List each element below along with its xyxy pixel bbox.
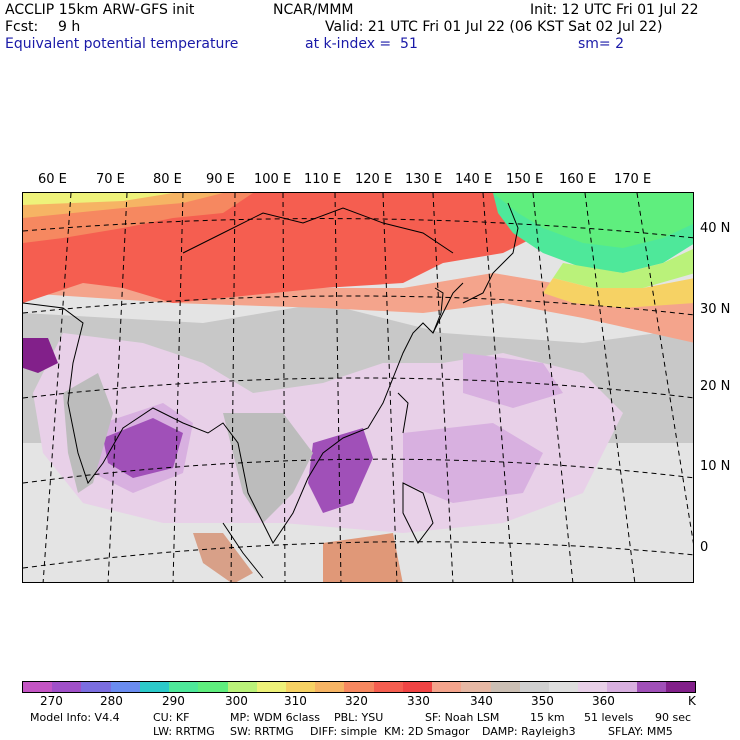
colorbar-swatch [490, 682, 520, 692]
surface-layer: SFLAY: MM5 [608, 725, 673, 738]
lat-label: 10 N [700, 459, 731, 474]
center-label: NCAR/MMM [273, 2, 354, 18]
colorbar-swatch [198, 682, 228, 692]
model-title: ACCLIP 15km ARW-GFS init [5, 2, 195, 18]
colorbar-swatch [432, 682, 462, 692]
lon-label: 70 E [96, 172, 125, 187]
colorbar-swatch [256, 682, 286, 692]
colorbar-swatch [315, 682, 345, 692]
lon-label: 60 E [38, 172, 67, 187]
cumulus-scheme: CU: KF [153, 711, 190, 724]
colorbar-tick: 290 [162, 694, 185, 708]
microphysics: MP: WDM 6class [230, 711, 320, 724]
damping: DAMP: Rayleigh3 [482, 725, 576, 738]
lat-label: 40 N [700, 221, 731, 236]
km-option: KM: 2D Smagor [384, 725, 470, 738]
theta-e-field [23, 193, 693, 582]
diffusion: DIFF: simple [310, 725, 378, 738]
colorbar-tick: 300 [225, 694, 248, 708]
lon-label: 100 E [254, 172, 292, 187]
colorbar-tick: 340 [470, 694, 493, 708]
lon-label: 130 E [405, 172, 443, 187]
colorbar-swatch [519, 682, 549, 692]
colorbar-swatch [110, 682, 140, 692]
colorbar-swatch [548, 682, 579, 692]
colorbar-swatch [169, 682, 199, 692]
model-info: Model Info: V4.4 [30, 711, 120, 724]
colorbar-tick: 350 [531, 694, 554, 708]
lon-label: 150 E [506, 172, 544, 187]
lon-label: 160 E [559, 172, 597, 187]
colorbar-swatch [285, 682, 316, 692]
forecast-label: Fcst: [5, 19, 39, 35]
colorbar-tick: 330 [407, 694, 430, 708]
colorbar-swatch [227, 682, 257, 692]
colorbar-swatch [139, 682, 170, 692]
lon-label: 170 E [614, 172, 652, 187]
colorbar-swatch [665, 682, 696, 692]
colorbar-swatch [402, 682, 433, 692]
lat-label: 20 N [700, 379, 731, 394]
colorbar [22, 681, 696, 693]
colorbar-swatch [373, 682, 403, 692]
lon-label: 120 E [355, 172, 393, 187]
resolution: 15 km [530, 711, 565, 724]
colorbar-swatch [23, 682, 53, 692]
smoothing-label: sm= 2 [578, 36, 625, 52]
colorbar-tick: 280 [100, 694, 123, 708]
pbl-scheme: PBL: YSU [334, 711, 384, 724]
lat-label: 30 N [700, 302, 731, 317]
lon-label: 140 E [455, 172, 493, 187]
colorbar-unit: K [688, 694, 696, 708]
lon-label: 110 E [304, 172, 342, 187]
level-index: at k-index = 51 [305, 36, 418, 52]
colorbar-swatch [81, 682, 111, 692]
colorbar-swatch [344, 682, 374, 692]
forecast-hour: 9 h [58, 19, 81, 35]
field-name: Equivalent potential temperature [5, 36, 239, 52]
sw-scheme: SW: RRTMG [230, 725, 294, 738]
init-time: Init: 12 UTC Fri 01 Jul 22 [530, 2, 699, 18]
timestep: 90 sec [655, 711, 692, 724]
colorbar-swatch [461, 682, 491, 692]
lw-scheme: LW: RRTMG [153, 725, 215, 738]
colorbar-tick: 360 [592, 694, 615, 708]
colorbar-swatch [607, 682, 637, 692]
lon-label: 80 E [153, 172, 182, 187]
levels: 51 levels [584, 711, 634, 724]
colorbar-swatch [636, 682, 666, 692]
colorbar-swatch [52, 682, 82, 692]
colorbar-tick: 320 [345, 694, 368, 708]
colorbar-tick: 270 [40, 694, 63, 708]
map-panel [22, 192, 694, 583]
colorbar-swatch [578, 682, 608, 692]
lat-label: 0 [700, 540, 709, 555]
colorbar-tick: 310 [284, 694, 307, 708]
surface-scheme: SF: Noah LSM [425, 711, 500, 724]
valid-time: Valid: 21 UTC Fri 01 Jul 22 (06 KST Sat … [325, 19, 663, 35]
lon-label: 90 E [206, 172, 235, 187]
